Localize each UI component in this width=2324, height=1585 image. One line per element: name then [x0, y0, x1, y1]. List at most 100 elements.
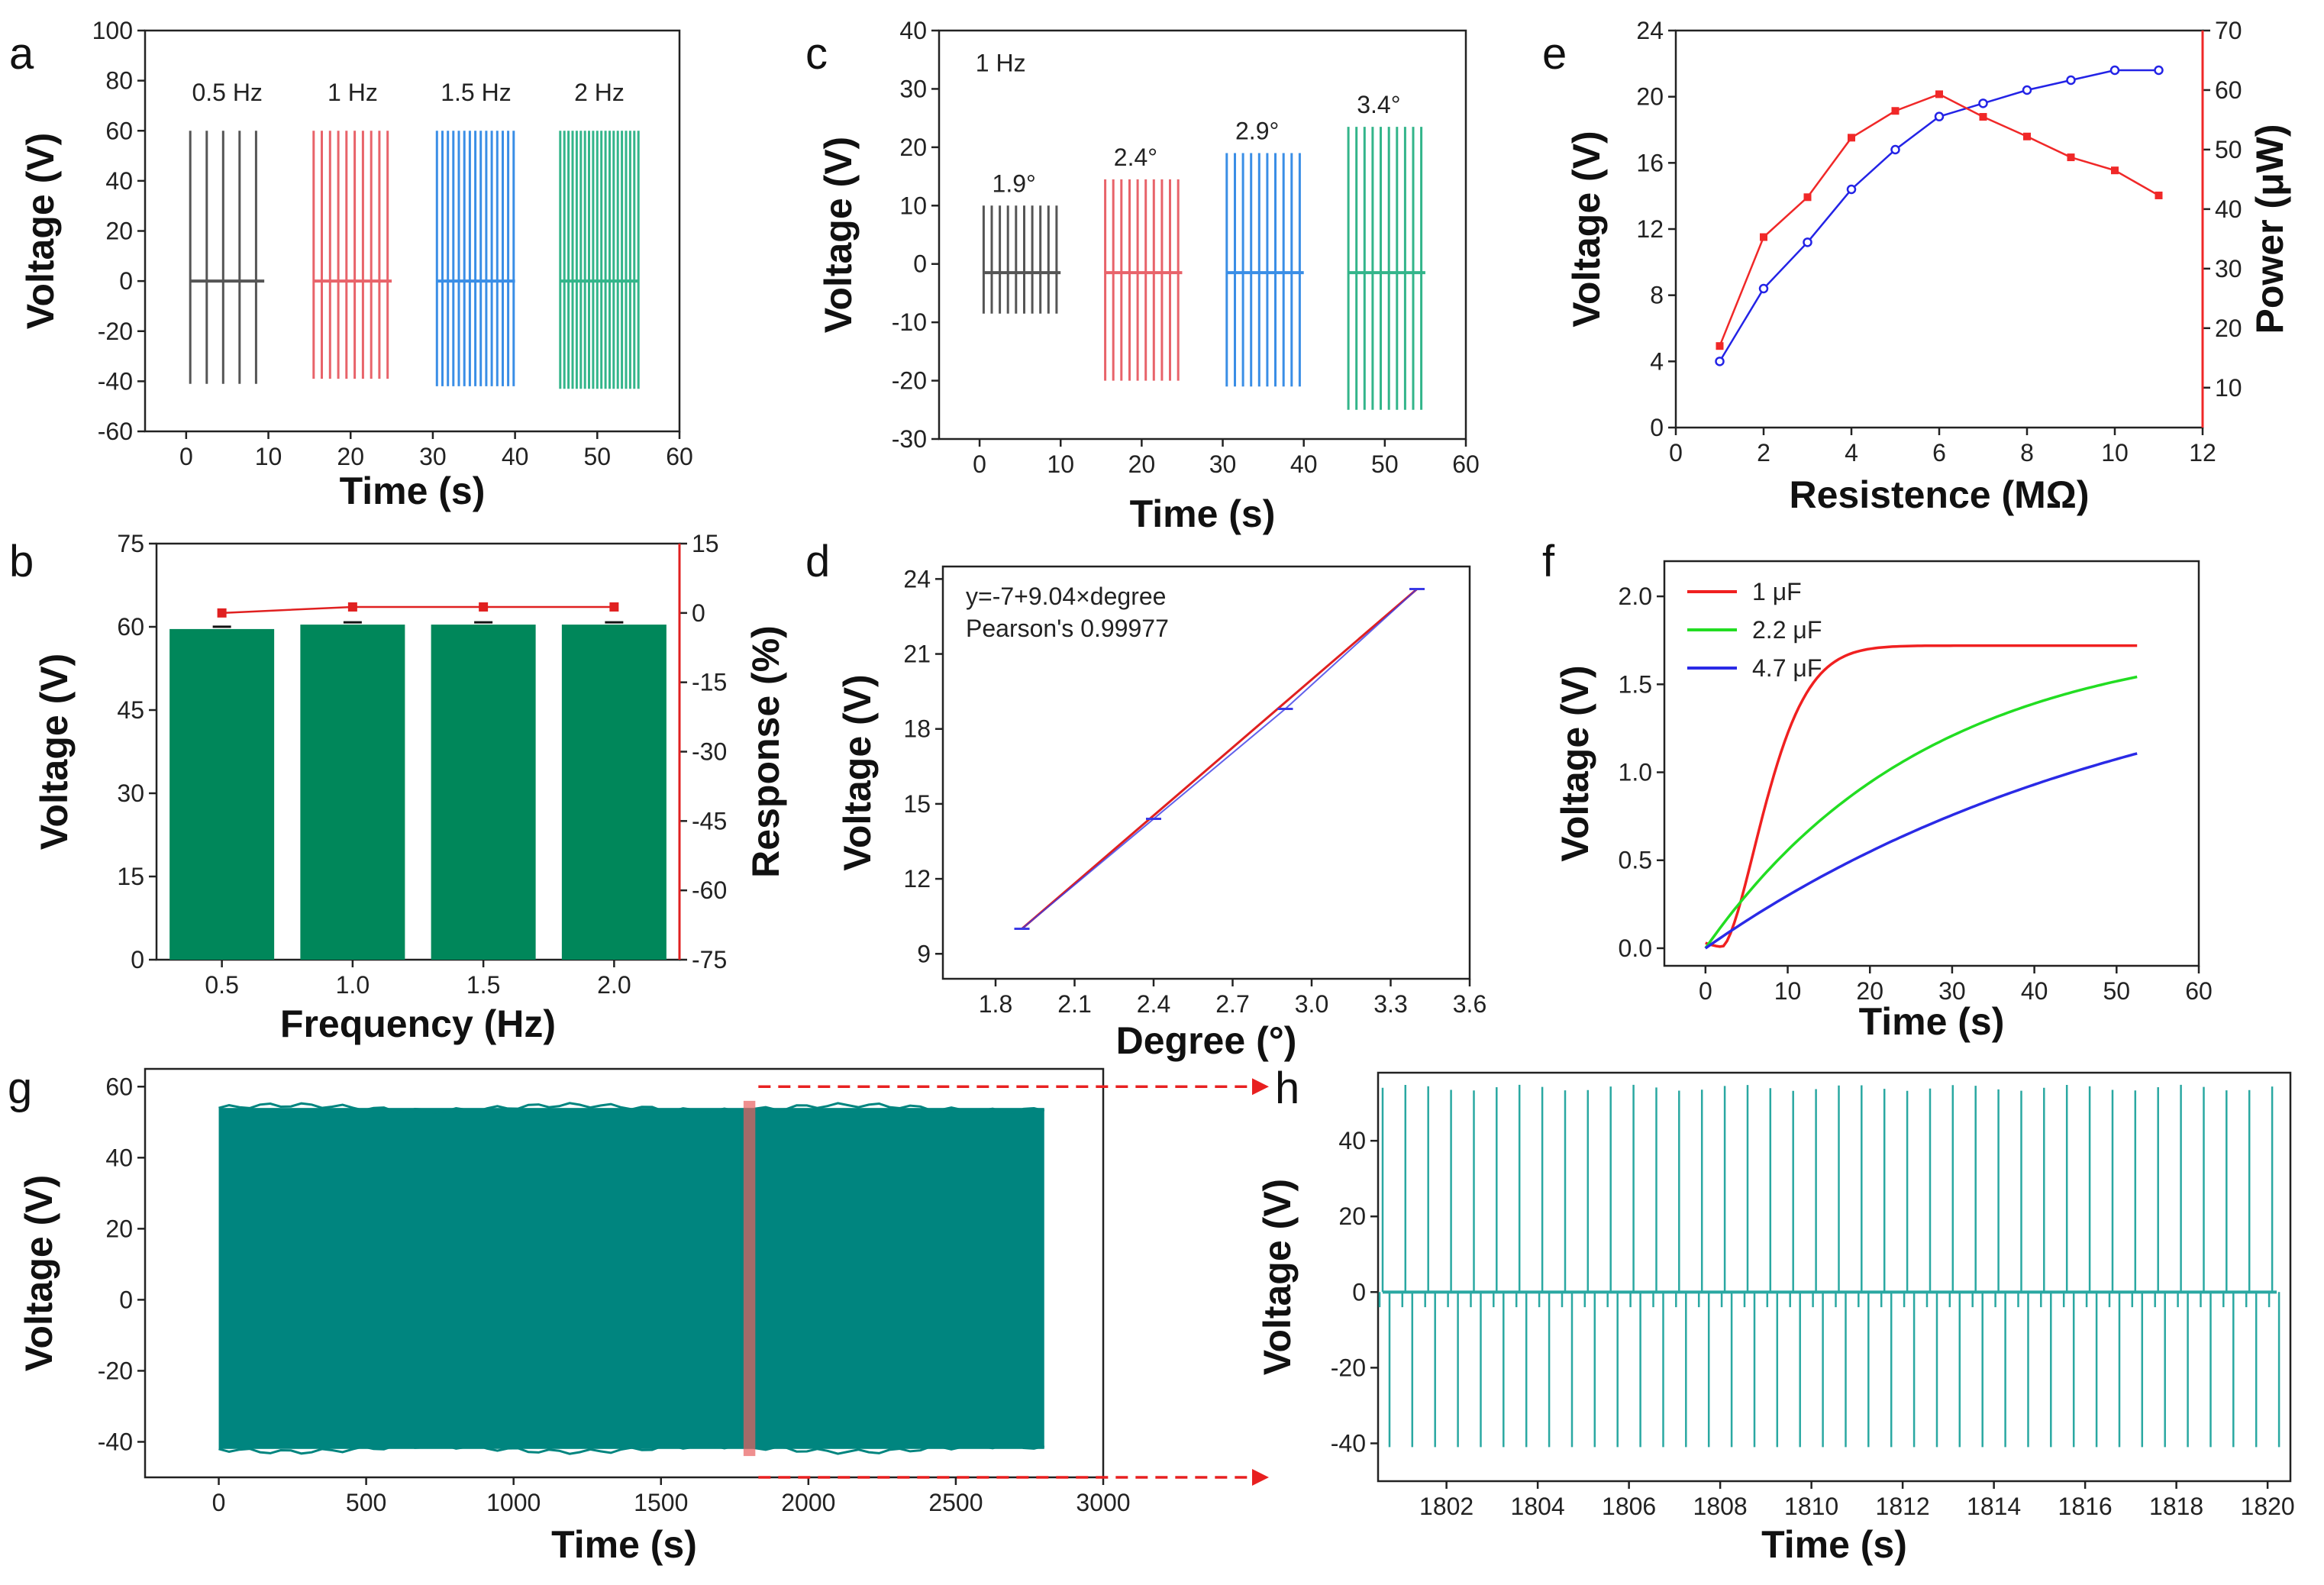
response-point [609, 602, 619, 612]
x-tick-label: 1820 [2241, 1493, 2295, 1520]
series-a-0-pulses [189, 131, 257, 384]
y-tick-label: 1.5 [1619, 670, 1652, 698]
y-tick-label: 1.0 [1619, 759, 1652, 786]
x-tick-label: 10 [1774, 977, 1802, 1005]
power-line [1719, 93, 2160, 347]
panel-label-h: h [1275, 1064, 1299, 1113]
voltage-point [2022, 85, 2032, 95]
y-tick-label: 40 [105, 167, 133, 195]
x-tick-label: 1814 [1967, 1493, 2021, 1520]
x-tick-label: 2000 [781, 1489, 835, 1516]
y-tick-label: 30 [117, 780, 144, 807]
bar [561, 625, 667, 960]
y-axis-label: Voltage (V) [1554, 665, 1596, 861]
y-tick-label: 40 [2215, 195, 2242, 223]
x-tick-label: 10 [2101, 439, 2129, 466]
bar [431, 625, 536, 960]
x-tick-label: 3000 [1076, 1489, 1130, 1516]
response-line [221, 605, 615, 615]
power-point [1848, 134, 1855, 142]
x-tick-label: 10 [255, 443, 282, 470]
signal-envelope [218, 1108, 1044, 1449]
panel-a: 0 10 20 30 40 50 60 -60 -40 -20 0 20 40 60 80 100 Time (… [19, 17, 693, 512]
y-tick-label: 30 [899, 75, 927, 102]
y-tick-label: 60 [117, 613, 144, 641]
y-tick-label: 80 [105, 67, 133, 95]
power-point [1935, 90, 1943, 98]
y-tick-label: -15 [692, 669, 727, 696]
power-point [1716, 342, 1724, 350]
panel-e: 0 2 4 6 8 10 120481216202410203040506070Resist… [1565, 17, 2291, 516]
y-tick-label: 0 [1650, 414, 1664, 441]
x-tick-label: 1.8 [979, 990, 1012, 1018]
y-tick-label: 40 [899, 17, 927, 44]
x-tick-label: 1000 [486, 1489, 541, 1516]
panel-c: 0 10 20 30 40 50 60 -30 -20 -10 0 10 20 30 40 Time (s) V… [817, 17, 1480, 535]
y-tick-label: 100 [92, 17, 133, 44]
panel-label-g: g [8, 1064, 32, 1113]
y-tick-label: 2.0 [1619, 583, 1652, 610]
y-tick-label: 20 [1338, 1202, 1366, 1230]
y-tick-label: 15 [117, 863, 144, 890]
series-a-label: 1.5 Hz [441, 79, 511, 106]
x-tick-label: 40 [2021, 977, 2048, 1005]
plot-frame [941, 565, 1471, 980]
x-tick-label: 1810 [1784, 1493, 1838, 1520]
x-tick-label: 30 [419, 443, 447, 470]
y-tick-label: 18 [903, 715, 931, 743]
y-tick-label: 0 [119, 1286, 133, 1313]
y-tick-label: 60 [105, 117, 133, 144]
x-tick-label: 500 [346, 1489, 386, 1516]
x-tick-label: 1816 [2058, 1493, 2113, 1520]
x-tick-label: 3.0 [1295, 990, 1328, 1018]
voltage-point [2066, 75, 2076, 86]
y-axis-label: Voltage (V) [817, 137, 860, 333]
y-tick-label: -30 [892, 425, 927, 453]
power-point [1760, 233, 1767, 241]
y-tick-label: 10 [2215, 374, 2242, 402]
x-tick-label: 20 [1856, 977, 1883, 1005]
pearson-coefficient: Pearson's 0.99977 [966, 615, 1169, 642]
x-tick-label: 10 [1047, 450, 1074, 478]
x-tick-label: 50 [1371, 450, 1399, 478]
x-tick-label: 2.0 [597, 971, 631, 999]
y-tick-label: 0 [131, 946, 144, 973]
y-tick-label: 60 [2215, 76, 2242, 104]
panel-h: 1802 1804 1806 1808 1810 1812 1814 1816 1818 1820… [1256, 1071, 2295, 1566]
series-c-label: 2.9° [1235, 118, 1279, 145]
x-tick-label: 40 [502, 443, 529, 470]
voltage-point [1846, 184, 1857, 195]
plot-frame [1674, 29, 2204, 429]
response-point [347, 602, 357, 612]
y-tick-label: 75 [117, 530, 144, 557]
y-tick-label: -20 [98, 318, 133, 345]
zoom-arrowhead-top [1252, 1078, 1269, 1096]
voltage-point [1978, 98, 1988, 108]
legend-label: 4.7 μF [1752, 654, 1822, 682]
y-tick-label: 15 [692, 530, 719, 557]
voltage-point [2109, 65, 2120, 76]
y-axis-label: Voltage (V) [1565, 131, 1608, 327]
x-tick-label: 60 [1452, 450, 1480, 478]
x-tick-label: 0 [212, 1489, 226, 1516]
x-tick-label: 1804 [1511, 1493, 1565, 1520]
power-point [1979, 113, 1987, 121]
x-tick-label: 60 [666, 443, 693, 470]
panel-label-e: e [1542, 29, 1567, 79]
zoom-highlight [743, 1100, 756, 1457]
y-tick-label: -60 [692, 876, 727, 904]
y-axis-label: Voltage (V) [1256, 1179, 1299, 1375]
y-tick-label: 45 [117, 696, 144, 724]
series-f-1-curve [1704, 675, 2138, 950]
y2-axis-label: Power (μW) [2248, 124, 2291, 334]
series-a-label: 1 Hz [328, 79, 378, 106]
panel-label-c: c [805, 29, 828, 79]
plot-frame [1377, 1071, 2292, 1483]
x-tick-label: 20 [1128, 450, 1156, 478]
y-tick-label: 20 [105, 218, 133, 245]
x-tick-label: 1812 [1876, 1493, 1930, 1520]
y-axis-label: Voltage (V) [18, 1175, 60, 1371]
y-tick-label: -60 [98, 418, 133, 445]
signal-pulses [1378, 1084, 2280, 1448]
power-point [2155, 191, 2163, 199]
